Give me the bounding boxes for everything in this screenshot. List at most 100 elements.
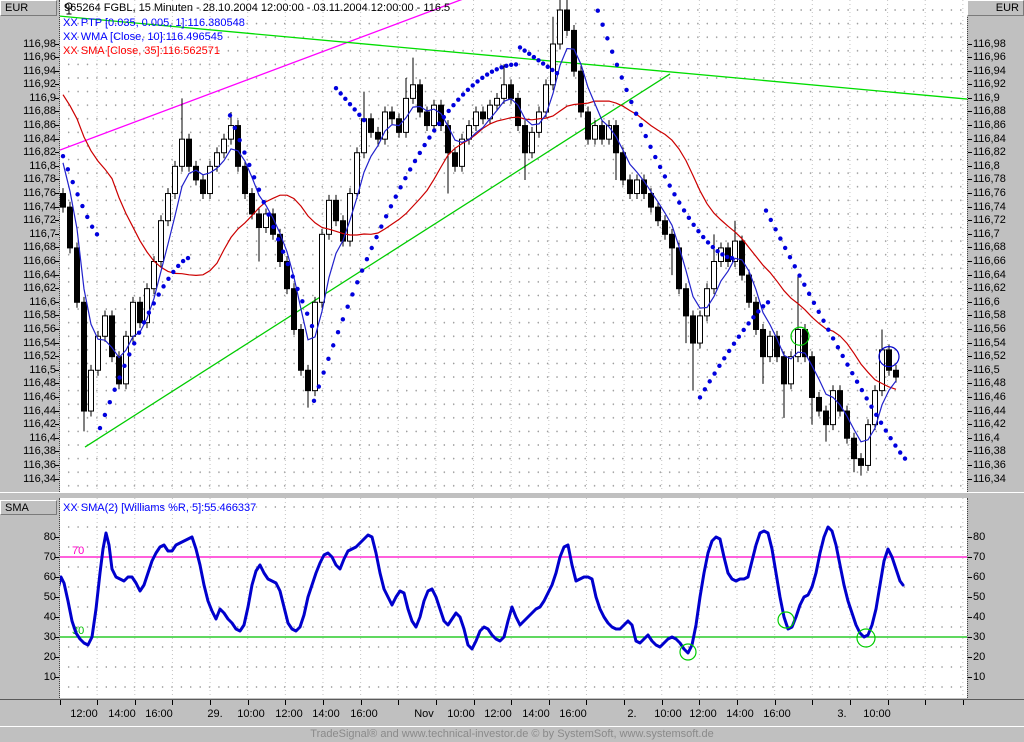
time-tick	[962, 700, 964, 705]
ptp-dot	[691, 222, 696, 227]
ptp-dot	[643, 133, 648, 139]
price-tick-label: 116,62	[23, 282, 56, 295]
ptp-dot	[156, 292, 161, 297]
time-tick-label: 14:00	[108, 708, 136, 720]
ptp-dot	[361, 117, 367, 123]
main-panel-currency-label-right: EUR	[967, 0, 1024, 16]
axis-tick	[968, 70, 972, 72]
price-tick-label: 116,5	[29, 363, 56, 376]
ptp-dot	[321, 370, 326, 375]
trend-line	[84, 73, 671, 448]
ptp-dot	[146, 310, 152, 315]
time-tick-label: 14:00	[312, 708, 340, 720]
price-tick-label: 116,36	[23, 458, 56, 471]
ptp-dot	[285, 261, 291, 267]
candle-body	[403, 97, 409, 133]
price-tick-label: 116,58	[973, 309, 1006, 322]
time-axis[interactable]: 12:00 14:00 16:00 29. 10:00 12:00 14:00 16:00 No…	[0, 699, 1024, 726]
ptp-dot	[508, 62, 514, 67]
candle-body	[599, 125, 605, 140]
ptp-dot	[605, 36, 610, 41]
price-tick-label: 116,98	[23, 37, 56, 50]
time-tick	[59, 700, 61, 705]
candle-body	[697, 315, 703, 344]
ptp-dot	[484, 72, 490, 77]
oscillator-axis-left[interactable]: 80 70 60 50 40 30 20 10	[0, 498, 60, 698]
candle-body	[809, 356, 815, 398]
ptp-dot	[232, 125, 238, 130]
legend-williams[interactable]: XX SMA(2) [Williams %R, 5]:55.466337	[63, 502, 257, 514]
ptp-dot	[369, 245, 374, 251]
oscillator-plot[interactable]: 70 30 XX SMA(2) [Williams %R, 5]:55.46633…	[60, 498, 967, 698]
ptp-dot	[531, 54, 537, 60]
price-tick-label: 116,4	[29, 431, 56, 444]
price-axis-right[interactable]: 116,98 116,96 116,94 116,92 116,9 116,88 116,8…	[967, 0, 1024, 492]
price-tick-label: 116,96	[23, 51, 56, 64]
ptp-dot	[456, 97, 461, 102]
ptp-dot	[840, 353, 845, 359]
legend-ptp[interactable]: XX PTP [0.035, 0.005, 1]:116.380548	[63, 17, 245, 29]
ptp-dot	[619, 75, 624, 80]
axis-tick	[55, 536, 59, 538]
time-tick	[247, 700, 249, 705]
candle-body	[739, 240, 745, 276]
axis-tick	[968, 383, 972, 385]
candle-body	[361, 118, 367, 154]
ptp-dot	[902, 456, 908, 461]
candle-body	[158, 220, 164, 263]
axis-tick	[968, 464, 972, 466]
main-chart-plot[interactable]: 965264 FGBL, 15 Minuten - 28.10.2004 12:…	[60, 0, 967, 492]
ptp-dot	[710, 244, 716, 250]
time-tick-label: 2.	[627, 708, 637, 720]
time-tick-label: 12:00	[70, 708, 98, 720]
price-tick-label: 116,44	[973, 404, 1006, 417]
ptp-dot	[878, 420, 884, 425]
status-bar: TradeSignal® and www.technical-investor.…	[0, 726, 1024, 742]
ptp-dot	[261, 199, 266, 205]
ptp-dot	[251, 175, 257, 180]
oscillator-axis-right[interactable]: 80 70 60 50 40 30 20 10	[967, 498, 1024, 698]
axis-tick	[968, 125, 972, 127]
price-tick-label: 116,9	[29, 91, 56, 104]
ptp-dot	[667, 183, 672, 188]
ptp-dot	[726, 348, 732, 354]
time-tick-label: 10:00	[863, 708, 891, 720]
ptp-dot	[736, 334, 742, 339]
axis-tick	[55, 656, 59, 658]
price-tick-label: 116,4	[973, 431, 1000, 444]
signal-circle	[856, 628, 876, 648]
ptp-dot	[300, 299, 305, 304]
candle-body	[326, 199, 332, 235]
candle-body	[746, 274, 752, 303]
ptp-dot	[874, 412, 879, 417]
price-axis-left[interactable]: 116,98 116,96 116,94 116,92 116,9 116,88 116,8…	[0, 0, 60, 492]
pin-icon[interactable]	[64, 2, 74, 15]
candle-body	[340, 220, 346, 242]
oscillator-tick-label: 70	[43, 550, 56, 563]
ptp-dot	[707, 379, 712, 384]
ptp-dot	[768, 217, 773, 223]
candle-body	[648, 193, 654, 208]
candle-body	[95, 335, 101, 371]
candle-body	[60, 193, 66, 208]
price-tick-label: 116,64	[973, 268, 1006, 281]
ptp-dot	[393, 194, 398, 199]
axis-tick	[55, 342, 59, 344]
ptp-dot	[161, 284, 166, 289]
ptp-dot	[75, 192, 80, 197]
candle-body	[123, 335, 129, 385]
ptp-dot	[720, 252, 725, 257]
ptp-dot	[446, 108, 451, 114]
time-tick	[398, 700, 400, 705]
ptp-dot	[304, 311, 310, 316]
legend-sma[interactable]: XX SMA [Close, 35]:116.562571	[63, 45, 220, 57]
axis-tick	[968, 43, 972, 45]
ptp-dot	[609, 49, 615, 54]
ptp-dot	[102, 412, 108, 418]
ptp-dot	[869, 404, 874, 409]
ptp-dot	[888, 435, 893, 441]
axis-tick	[55, 478, 59, 480]
ptp-dot	[600, 22, 605, 27]
legend-wma[interactable]: XX WMA [Close, 10]:116.496545	[63, 31, 223, 43]
